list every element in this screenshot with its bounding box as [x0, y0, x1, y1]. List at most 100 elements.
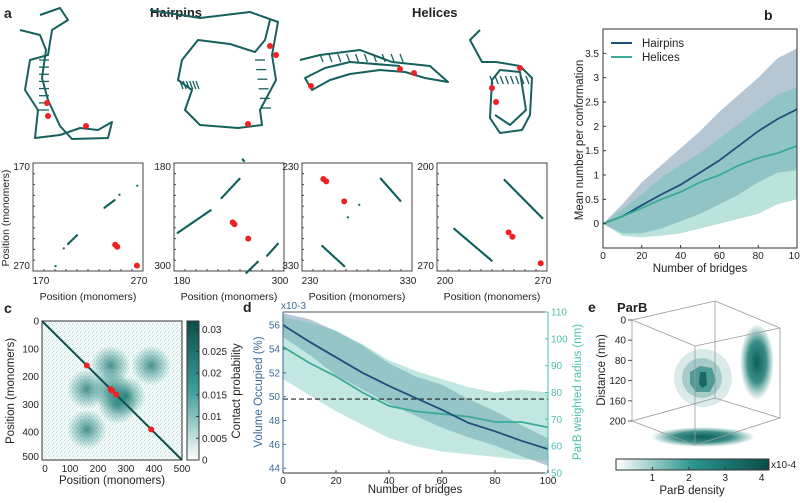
band-helices [603, 87, 797, 238]
x-tick-label: 20 [636, 251, 648, 262]
b-ylabel: Mean number per conformation [574, 60, 586, 220]
d-ylabel-right: ParB weighted radius (nm) [572, 324, 584, 460]
contact-segment [321, 244, 346, 268]
x-tick-label: 40 [383, 476, 395, 487]
cube-edge [631, 420, 696, 446]
y-tick-label-right: 100 [551, 334, 568, 345]
y-tick-label: 1 [593, 171, 599, 182]
colorbar-tick-label: 3 [723, 473, 729, 484]
x-tick-label: 0 [42, 464, 48, 475]
x-tick-label: 270 [535, 276, 552, 287]
bridge-rung [520, 75, 525, 85]
y-tick-label-left: 44 [269, 464, 281, 475]
e-colorbar-scale: x10-4 [771, 460, 796, 471]
colorbar [186, 320, 200, 461]
z-tick-label: 80 [615, 356, 627, 367]
y-tick-label: 0 [33, 317, 39, 328]
contact-segment [503, 178, 544, 220]
y-tick-label: 170 [13, 162, 30, 173]
x-tick-label: 270 [131, 276, 148, 287]
parb-contact-point [505, 229, 512, 236]
bridge-rung [509, 75, 515, 85]
x-tick-label: 0 [280, 476, 286, 487]
y-tick-label: 500 [22, 452, 39, 463]
y-tick-label: 200 [22, 372, 39, 383]
contact-hotspot [66, 409, 107, 450]
contact-map-frame [32, 162, 144, 272]
parb-contact-point [537, 260, 544, 267]
y-tick-label-right: 110 [551, 308, 567, 319]
y-tick-label-left: 56 [269, 321, 281, 332]
bridge-rung [192, 80, 197, 90]
z-tick-label: 40 [615, 336, 627, 347]
band-parb-radius [283, 317, 548, 460]
bridge-rung [185, 80, 191, 90]
colorbar-tick-label: 1 [650, 473, 656, 484]
parb-contact-point [133, 262, 140, 269]
density-contour-core [699, 372, 707, 388]
x-tick-label: 100 [540, 476, 557, 487]
parb-site-marker [517, 65, 523, 71]
chart-e: 0 40 80 120 160 200 1 2 3 4 [609, 300, 781, 484]
parb-contact-point [231, 221, 238, 228]
x-tick-label: 80 [489, 476, 501, 487]
b-xlabel: Number of bridges [653, 263, 748, 275]
c-colorbar-label: Contact probability [231, 343, 243, 438]
parb-site-marker [267, 43, 273, 49]
y-tick-label-right: 70 [551, 415, 563, 426]
plot-frame [602, 28, 798, 249]
colorbar-tick-label: 0.015 [202, 390, 227, 401]
parb-site-point [113, 391, 120, 398]
polymer-conformation-3 [299, 49, 449, 91]
x-tick-label: 170 [33, 276, 50, 287]
bridge-rung [489, 75, 494, 85]
x-tick-label: 500 [174, 464, 191, 475]
colorbar-tick-label: 0.025 [202, 347, 227, 358]
e-colorbar-label: ParB density [659, 485, 724, 497]
bridge-rung [363, 53, 369, 63]
contact-segment [379, 177, 402, 202]
y-tick-label: 270 [417, 261, 434, 272]
y-tick-label: 1.5 [585, 146, 599, 157]
bridge-rung [525, 75, 530, 85]
cube-edge [631, 300, 716, 321]
contact-hotspot [106, 376, 146, 417]
y-tick-label-left: 46 [269, 440, 281, 451]
y-tick-label-right: 80 [551, 388, 563, 399]
colorbar [615, 458, 770, 471]
x-tick-label: 60 [714, 251, 726, 262]
y-tick-label: 3.5 [585, 49, 599, 60]
d-ylabel-left: Volume Occupied (%) [253, 336, 265, 447]
y-tick-label-left: 52 [269, 368, 281, 379]
colorbar-tick-label: 0.02 [202, 369, 222, 380]
heatmap-frame [41, 320, 183, 461]
x-tick-label: 100 [62, 464, 79, 475]
x-tick-label: 300 [272, 276, 289, 287]
colorbar-tick-label: 0.01 [202, 412, 222, 423]
bridge-rung [372, 53, 377, 63]
x-axis-label: Position (monomers) [444, 291, 541, 303]
contact-segment [453, 227, 493, 262]
bridge-rung [494, 75, 499, 85]
z-tick-label: 120 [609, 376, 626, 387]
x-tick-label: 180 [174, 276, 191, 287]
parb-site-marker [44, 100, 50, 106]
y-tick-label: 3 [593, 73, 599, 84]
cube-edge [714, 397, 781, 419]
contact-segment [103, 198, 117, 209]
colorbar-tick-label: 2 [686, 473, 692, 484]
panel-label-d: d [243, 299, 252, 315]
x-tick-label: 20 [330, 476, 342, 487]
x-tick-label: 230 [302, 276, 319, 287]
parb-site-marker [83, 123, 89, 129]
parb-site-marker [489, 85, 495, 91]
cube-edge [631, 397, 716, 422]
c-ylabel: Position (monomers) [5, 338, 17, 444]
bridge-rung [319, 53, 324, 63]
legend-label-helices: Helices [642, 52, 680, 64]
y-tick-label-right: 60 [551, 442, 563, 453]
